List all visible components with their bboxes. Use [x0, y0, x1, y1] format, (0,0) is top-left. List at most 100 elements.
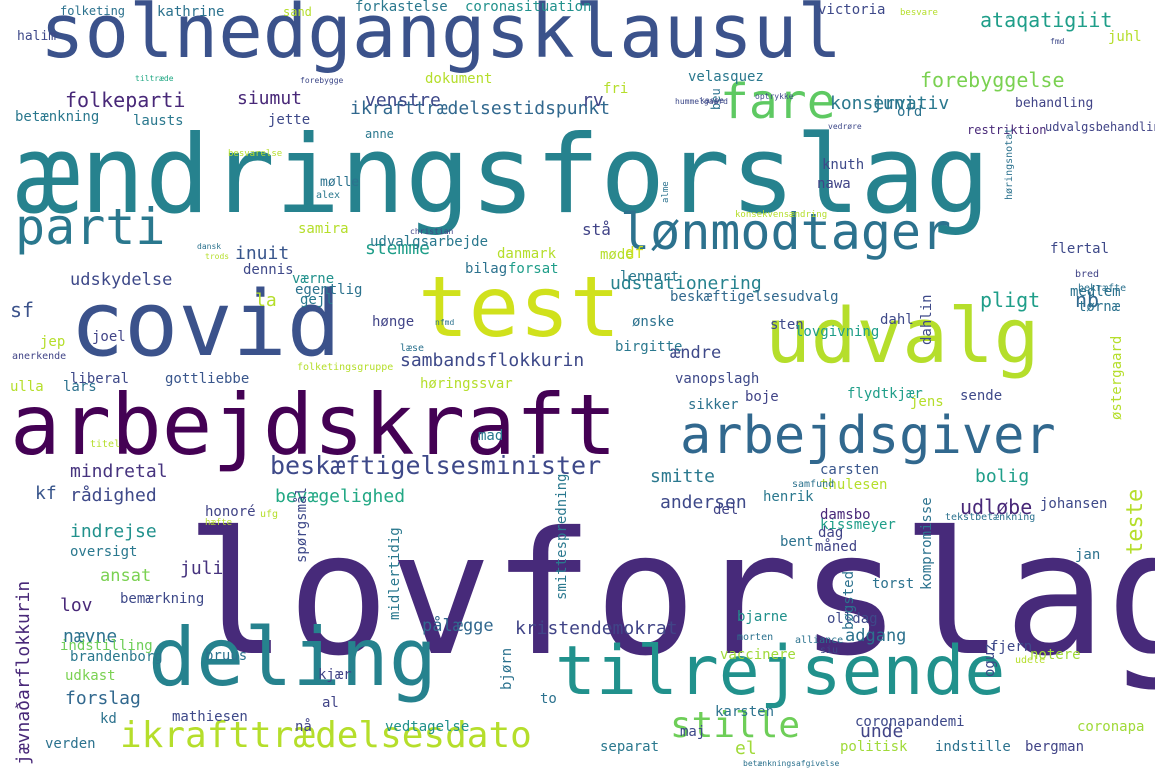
word: bjørn	[499, 647, 515, 690]
word: alliance	[795, 635, 844, 646]
word: folketingsgruppe	[297, 362, 394, 373]
word: bent	[780, 534, 814, 550]
word: torst	[872, 576, 915, 592]
word: høringsnotat	[1004, 127, 1015, 200]
word: nb	[1075, 288, 1100, 312]
word: beskæftigelsesudvalg	[670, 289, 839, 305]
word: velasquez	[688, 69, 764, 85]
word: hummelgaard	[675, 97, 728, 106]
word: ord	[897, 104, 923, 120]
word: kjær	[318, 667, 352, 683]
word: bemærkning	[120, 591, 205, 607]
word: sikker	[688, 397, 739, 413]
word: flydtkjær	[847, 386, 923, 402]
word: la	[255, 290, 277, 311]
word: lønmodtager	[620, 203, 952, 261]
word: møde	[600, 247, 634, 263]
word: covid	[70, 272, 341, 377]
word: victoria	[818, 2, 886, 18]
word: tekstbetænkning	[945, 512, 1036, 523]
word: flertal	[1050, 241, 1110, 257]
word: juli	[180, 558, 224, 579]
word: udstationering	[610, 273, 762, 294]
word: lars	[63, 379, 97, 395]
word: df	[625, 243, 645, 262]
word: nfmd	[435, 318, 455, 327]
word: venstre	[365, 90, 441, 111]
word: lausts	[133, 113, 184, 129]
word: alex	[316, 190, 341, 201]
word: deling	[148, 611, 437, 704]
word: teste	[1123, 488, 1148, 555]
word: samfund	[792, 479, 835, 490]
word: ikrafttrædelsesdato	[120, 715, 532, 756]
word: spørgsmål	[294, 487, 310, 563]
word: bruus	[205, 648, 248, 664]
word: indrejse	[70, 521, 157, 542]
word: kissmeyer	[820, 517, 896, 533]
word: høringssvar	[420, 376, 513, 392]
word: morten	[737, 632, 774, 643]
word: besvarelse	[228, 149, 283, 159]
word: solnedgangsklausul	[40, 0, 842, 75]
word: folkeparti	[65, 88, 186, 112]
word: inuit	[235, 243, 290, 264]
word: damsbo	[820, 507, 871, 523]
word: anne	[365, 127, 394, 141]
word: udskydelse	[70, 270, 173, 290]
word: karsten	[715, 704, 775, 720]
word: adgang	[845, 626, 907, 646]
word: vedrøre	[828, 122, 862, 131]
word: unde	[860, 721, 904, 742]
word: hønge	[372, 314, 415, 330]
word: juni	[872, 93, 916, 114]
word: halim	[17, 29, 57, 44]
word: andersen	[660, 492, 747, 513]
word: trods	[205, 252, 230, 261]
word: behandling	[1015, 96, 1094, 111]
word: stemme	[365, 238, 431, 259]
word: hæfte	[205, 518, 233, 528]
word: vedtagelse	[385, 719, 470, 735]
word: al	[322, 695, 339, 711]
word: forkastelse	[355, 0, 448, 15]
word: optrykke	[755, 92, 794, 101]
word: fri	[603, 81, 629, 97]
word: parti	[15, 198, 166, 256]
word: ændringsforslag	[15, 113, 991, 238]
word: oversigt	[70, 544, 138, 560]
word: ikrafttrædelsestidspunkt	[350, 98, 611, 119]
word: notere	[1030, 647, 1081, 663]
word: bolig	[975, 466, 1030, 487]
word: kd	[100, 711, 117, 727]
word: fmd	[1050, 37, 1065, 46]
word: thulesen	[820, 477, 888, 493]
word: bilag	[465, 261, 508, 277]
word: sende	[960, 388, 1003, 404]
word: tilrejsende	[555, 632, 1006, 711]
word: danmark	[497, 246, 557, 262]
word: jan	[1075, 547, 1101, 563]
word: dag	[818, 525, 844, 541]
word: bevægelighed	[275, 486, 406, 507]
word: samira	[298, 221, 349, 237]
word: udløbe	[960, 495, 1033, 519]
word: bjarne	[737, 609, 788, 625]
word: anerkende	[12, 351, 67, 362]
word: mad	[478, 428, 504, 444]
word: brandenborg	[70, 649, 163, 665]
word: smittespredning	[554, 473, 570, 600]
word: mindretal	[70, 461, 168, 482]
word: indstilling	[60, 638, 153, 654]
word: stå	[582, 220, 611, 239]
word: ataqatigiit	[980, 8, 1113, 32]
word: titel	[90, 439, 121, 450]
word: bergman	[1025, 739, 1085, 755]
word: lennart	[620, 269, 680, 285]
word: indstille	[935, 739, 1011, 755]
word: rv	[582, 90, 604, 111]
word: kathrine	[157, 4, 225, 20]
word: folketing	[60, 4, 126, 18]
word: mathiesen	[172, 709, 248, 725]
